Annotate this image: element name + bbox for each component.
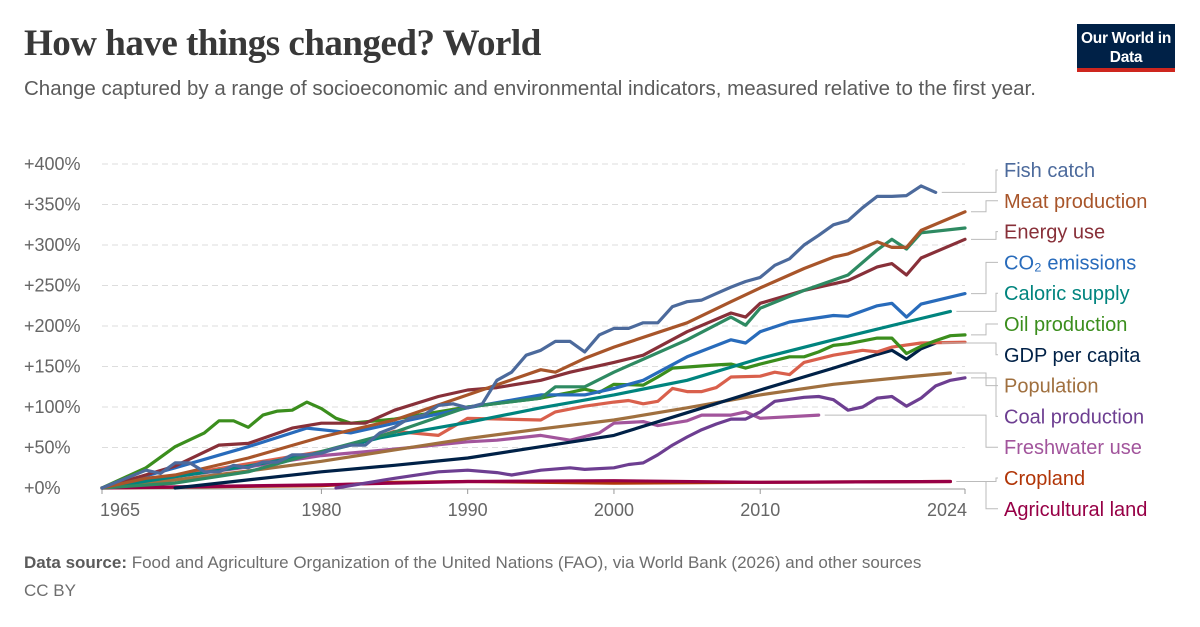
license: CC BY: [24, 581, 76, 600]
y-tick-label: +50%: [24, 438, 71, 458]
legend-label-coal-production: Coal production: [1004, 406, 1144, 428]
chart-footer: Data source: Food and Agriculture Organi…: [24, 546, 921, 602]
legend-connector: [971, 231, 998, 240]
legend-connector: [971, 261, 998, 295]
series-line-coal-production: [334, 376, 967, 490]
x-tick-label: 1980: [301, 500, 341, 520]
source-label: Data source:: [24, 553, 127, 572]
legend-connector: [971, 200, 998, 213]
series-line-meat-production: [100, 210, 967, 490]
legend-label-oil-production: Oil production: [1004, 314, 1127, 336]
legend-connector: [941, 342, 998, 356]
logo-text: Our World in Data: [1081, 30, 1171, 66]
y-tick-label: +300%: [24, 235, 81, 255]
legend-label-caloric-supply: Caloric supply: [1004, 283, 1130, 305]
y-tick-label: +100%: [24, 397, 81, 417]
owid-logo[interactable]: Our World in Data: [1077, 24, 1175, 72]
series-line-freshwater-use: [100, 410, 821, 490]
x-tick-label: 2010: [740, 500, 780, 520]
legend-connector: [971, 377, 998, 417]
y-tick-label: +200%: [24, 316, 81, 336]
y-tick-label: +150%: [24, 357, 81, 377]
legend-connector: [956, 292, 998, 312]
legend-label-freshwater-use: Freshwater use: [1004, 437, 1142, 459]
y-tick-label: +250%: [24, 276, 81, 296]
x-tick-label: 1990: [448, 500, 488, 520]
legend-label-fish-catch: Fish catch: [1004, 160, 1095, 182]
data-source: Data source: Food and Agriculture Organi…: [24, 546, 921, 580]
legend-label-cropland: Cropland: [1004, 468, 1085, 490]
x-tick-label: 2000: [594, 500, 634, 520]
series-line-co-emissions: [100, 292, 967, 490]
source-text: Food and Agriculture Organization of the…: [131, 553, 922, 572]
legend-connector: [971, 323, 998, 336]
legend-connector: [956, 372, 998, 387]
legend-connector: [956, 477, 998, 483]
y-tick-label: +400%: [24, 154, 81, 174]
legend-label-co-emissions: CO₂ emissions: [1004, 252, 1136, 274]
series-line-agricultural-land: [100, 479, 952, 490]
legend-connector: [824, 414, 998, 448]
legend-label-agricultural-land: Agricultural land: [1004, 499, 1147, 521]
chart-title: How have things changed? World: [24, 23, 541, 64]
x-tick-label: 2024: [927, 500, 967, 520]
chart-subtitle: Change captured by a range of socioecono…: [24, 77, 1036, 100]
x-tick-label: 1965: [100, 500, 140, 520]
series-line-gdp-per-capita: [173, 341, 938, 490]
series-line-fish-catch: [100, 184, 938, 490]
legend-label-energy-use: Energy use: [1004, 222, 1105, 244]
y-tick-label: +0%: [24, 478, 61, 498]
series-line-oil-production: [100, 333, 967, 490]
series-line-energy-use: [100, 237, 967, 490]
legend-connector: [941, 169, 998, 193]
legend-label-gdp-per-capita: GDP per capita: [1004, 345, 1141, 367]
legend-connector: [956, 481, 998, 510]
y-tick-label: +350%: [24, 195, 81, 215]
legend-label-population: Population: [1004, 376, 1099, 398]
legend-label-meat-production: Meat production: [1004, 191, 1147, 213]
